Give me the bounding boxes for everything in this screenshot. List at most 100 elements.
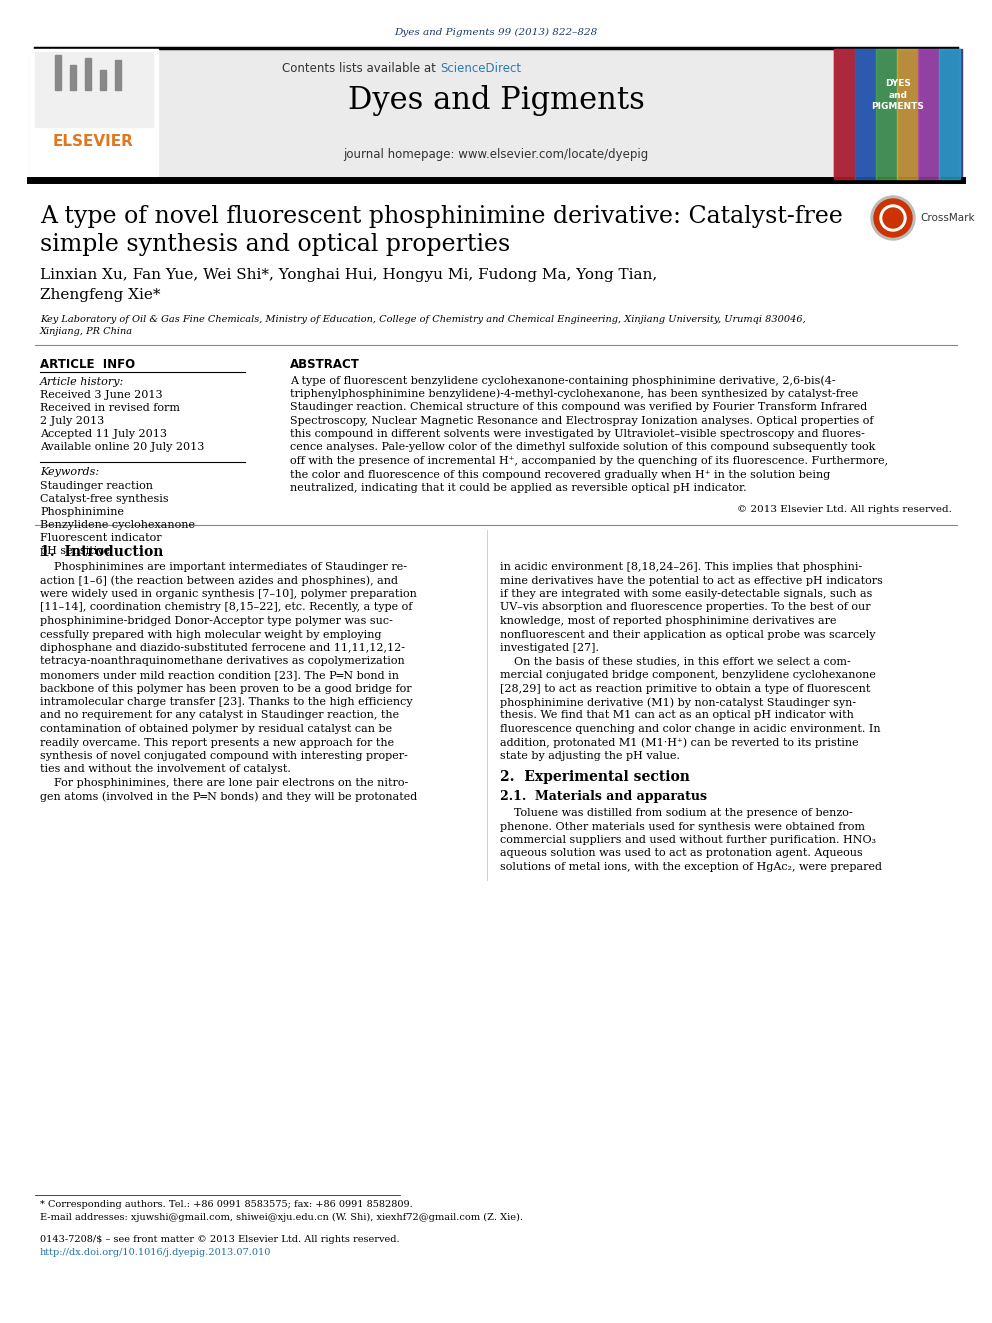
Text: commercial suppliers and used without further purification. HNO₃: commercial suppliers and used without fu…: [500, 835, 876, 845]
Bar: [30, 49, 962, 179]
Text: E-mail addresses: xjuwshi@gmail.com, shiwei@xju.edu.cn (W. Shi), xiexhf72@gmail.: E-mail addresses: xjuwshi@gmail.com, shi…: [40, 1213, 523, 1222]
Text: fluorescence quenching and color change in acidic environment. In: fluorescence quenching and color change …: [500, 724, 881, 734]
Text: solutions of metal ions, with the exception of HgAc₂, were prepared: solutions of metal ions, with the except…: [500, 863, 882, 872]
Text: 2.1.  Materials and apparatus: 2.1. Materials and apparatus: [500, 790, 707, 803]
Text: DYES
and
PIGMENTS: DYES and PIGMENTS: [872, 78, 925, 111]
Text: 2 July 2013: 2 July 2013: [40, 415, 104, 426]
Text: 0143-7208/$ – see front matter © 2013 Elsevier Ltd. All rights reserved.: 0143-7208/$ – see front matter © 2013 El…: [40, 1234, 400, 1244]
Bar: [35, 52, 153, 127]
Circle shape: [883, 208, 903, 228]
Text: Available online 20 July 2013: Available online 20 July 2013: [40, 442, 204, 452]
Text: phenone. Other materials used for synthesis were obtained from: phenone. Other materials used for synthe…: [500, 822, 865, 831]
Text: knowledge, most of reported phosphinimine derivatives are: knowledge, most of reported phosphinimin…: [500, 617, 836, 626]
Text: readily overcame. This report presents a new approach for the: readily overcame. This report presents a…: [40, 737, 394, 747]
Bar: [876, 49, 897, 179]
Text: © 2013 Elsevier Ltd. All rights reserved.: © 2013 Elsevier Ltd. All rights reserved…: [737, 505, 952, 515]
Text: UV–vis absorption and fluorescence properties. To the best of our: UV–vis absorption and fluorescence prope…: [500, 602, 871, 613]
Text: tetracya-noanthraquinomethane derivatives as copolymerization: tetracya-noanthraquinomethane derivative…: [40, 656, 405, 667]
Circle shape: [874, 198, 912, 237]
Text: the color and fluorescence of this compound recovered gradually when H⁺ in the s: the color and fluorescence of this compo…: [290, 470, 830, 479]
Text: Spectroscopy, Nuclear Magnetic Resonance and Electrospray Ionization analyses. O: Spectroscopy, Nuclear Magnetic Resonance…: [290, 415, 874, 426]
Text: off with the presence of incremental H⁺, accompanied by the quenching of its flu: off with the presence of incremental H⁺,…: [290, 456, 888, 466]
Text: Article history:: Article history:: [40, 377, 124, 388]
Text: mercial conjugated bridge component, benzylidene cyclohexanone: mercial conjugated bridge component, ben…: [500, 669, 876, 680]
Text: and no requirement for any catalyst in Staudinger reaction, the: and no requirement for any catalyst in S…: [40, 710, 399, 721]
Text: phosphinimine derivative (M1) by non-catalyst Staudinger syn-: phosphinimine derivative (M1) by non-cat…: [500, 697, 856, 708]
Bar: [855, 49, 876, 179]
Text: Phosphinimine: Phosphinimine: [40, 507, 124, 517]
Bar: [918, 49, 939, 179]
Text: cessfully prepared with high molecular weight by employing: cessfully prepared with high molecular w…: [40, 630, 382, 639]
Bar: [834, 49, 855, 179]
Text: this compound in different solvents were investigated by Ultraviolet–visible spe: this compound in different solvents were…: [290, 429, 865, 439]
Text: Fluorescent indicator: Fluorescent indicator: [40, 533, 162, 542]
Text: Staudinger reaction: Staudinger reaction: [40, 482, 153, 491]
Text: Linxian Xu, Fan Yue, Wei Shi*, Yonghai Hui, Hongyu Mi, Fudong Ma, Yong Tian,: Linxian Xu, Fan Yue, Wei Shi*, Yonghai H…: [40, 269, 658, 282]
Text: Benzylidene cyclohexanone: Benzylidene cyclohexanone: [40, 520, 195, 531]
Text: cence analyses. Pale-yellow color of the dimethyl sulfoxide solution of this com: cence analyses. Pale-yellow color of the…: [290, 442, 875, 452]
Text: journal homepage: www.elsevier.com/locate/dyepig: journal homepage: www.elsevier.com/locat…: [343, 148, 649, 161]
Text: Dyes and Pigments: Dyes and Pigments: [347, 85, 645, 116]
Text: Received in revised form: Received in revised form: [40, 404, 180, 413]
Text: investigated [27].: investigated [27].: [500, 643, 599, 654]
Bar: [897, 49, 918, 179]
Text: A type of fluorescent benzylidene cyclohexanone-containing phosphinimine derivat: A type of fluorescent benzylidene cycloh…: [290, 374, 835, 385]
Text: state by adjusting the pH value.: state by adjusting the pH value.: [500, 751, 680, 761]
Text: contamination of obtained polymer by residual catalyst can be: contamination of obtained polymer by res…: [40, 724, 392, 734]
Text: [28,29] to act as reaction primitive to obtain a type of fluorescent: [28,29] to act as reaction primitive to …: [500, 684, 870, 693]
Bar: [834, 49, 962, 179]
Bar: [85, 58, 91, 90]
Bar: [70, 65, 76, 90]
Bar: [55, 56, 61, 90]
Text: neutralized, indicating that it could be applied as reversible optical pH indica: neutralized, indicating that it could be…: [290, 483, 747, 493]
Text: simple synthesis and optical properties: simple synthesis and optical properties: [40, 233, 510, 255]
Text: synthesis of novel conjugated compound with interesting proper-: synthesis of novel conjugated compound w…: [40, 751, 408, 761]
Text: backbone of this polymer has been proven to be a good bridge for: backbone of this polymer has been proven…: [40, 684, 412, 693]
Text: [11–14], coordination chemistry [8,15–22], etc. Recently, a type of: [11–14], coordination chemistry [8,15–22…: [40, 602, 413, 613]
Text: nonfluorescent and their application as optical probe was scarcely: nonfluorescent and their application as …: [500, 630, 876, 639]
Text: Contents lists available at: Contents lists available at: [283, 62, 440, 75]
Text: Received 3 June 2013: Received 3 June 2013: [40, 390, 163, 400]
Text: A type of novel fluorescent phosphinimine derivative: Catalyst-free: A type of novel fluorescent phosphinimin…: [40, 205, 843, 228]
Text: ARTICLE  INFO: ARTICLE INFO: [40, 359, 135, 370]
Text: ties and without the involvement of catalyst.: ties and without the involvement of cata…: [40, 765, 291, 774]
Text: were widely used in organic synthesis [7–10], polymer preparation: were widely used in organic synthesis [7…: [40, 589, 417, 599]
Circle shape: [880, 205, 906, 232]
Text: action [1–6] (the reaction between azides and phosphines), and: action [1–6] (the reaction between azide…: [40, 576, 398, 586]
Text: gen atoms (involved in the P═N bonds) and they will be protonated: gen atoms (involved in the P═N bonds) an…: [40, 791, 418, 802]
Bar: [100, 70, 106, 90]
Text: aqueous solution was used to act as protonation agent. Aqueous: aqueous solution was used to act as prot…: [500, 848, 863, 859]
Text: For phosphinimines, there are lone pair electrons on the nitro-: For phosphinimines, there are lone pair …: [40, 778, 409, 789]
Text: Toluene was distilled from sodium at the presence of benzo-: Toluene was distilled from sodium at the…: [500, 808, 853, 818]
Text: mine derivatives have the potential to act as effective pH indicators: mine derivatives have the potential to a…: [500, 576, 883, 586]
Text: http://dx.doi.org/10.1016/j.dyepig.2013.07.010: http://dx.doi.org/10.1016/j.dyepig.2013.…: [40, 1248, 272, 1257]
Text: 2.  Experimental section: 2. Experimental section: [500, 770, 689, 785]
Text: Dyes and Pigments 99 (2013) 822–828: Dyes and Pigments 99 (2013) 822–828: [395, 28, 597, 37]
Text: if they are integrated with some easily-detectable signals, such as: if they are integrated with some easily-…: [500, 589, 872, 599]
Text: phosphinimine-bridged Donor-Acceptor type polymer was suc-: phosphinimine-bridged Donor-Acceptor typ…: [40, 617, 393, 626]
Text: CrossMark: CrossMark: [920, 213, 974, 224]
Text: Zhengfeng Xie*: Zhengfeng Xie*: [40, 288, 161, 302]
Text: ELSEVIER: ELSEVIER: [53, 134, 134, 149]
Text: Keywords:: Keywords:: [40, 467, 99, 478]
Text: Staudinger reaction. Chemical structure of this compound was verified by Fourier: Staudinger reaction. Chemical structure …: [290, 402, 867, 411]
Circle shape: [871, 196, 915, 239]
Text: Phosphinimines are important intermediates of Staudinger re-: Phosphinimines are important intermediat…: [40, 562, 407, 572]
Bar: [115, 60, 121, 90]
Text: pH sensitive: pH sensitive: [40, 546, 110, 556]
Text: Accepted 11 July 2013: Accepted 11 July 2013: [40, 429, 167, 439]
Text: ScienceDirect: ScienceDirect: [440, 62, 521, 75]
Text: intramolecular charge transfer [23]. Thanks to the high efficiency: intramolecular charge transfer [23]. Tha…: [40, 697, 413, 706]
Bar: [30, 49, 158, 179]
Bar: [939, 49, 960, 179]
Text: * Corresponding authors. Tel.: +86 0991 8583575; fax: +86 0991 8582809.: * Corresponding authors. Tel.: +86 0991 …: [40, 1200, 413, 1209]
Text: in acidic environment [8,18,24–26]. This implies that phosphini-: in acidic environment [8,18,24–26]. This…: [500, 562, 862, 572]
Text: On the basis of these studies, in this effort we select a com-: On the basis of these studies, in this e…: [500, 656, 851, 667]
Text: Key Laboratory of Oil & Gas Fine Chemicals, Ministry of Education, College of Ch: Key Laboratory of Oil & Gas Fine Chemica…: [40, 315, 806, 336]
Text: thesis. We find that M1 can act as an optical pH indicator with: thesis. We find that M1 can act as an op…: [500, 710, 854, 721]
Text: Catalyst-free synthesis: Catalyst-free synthesis: [40, 493, 169, 504]
Text: addition, protonated M1 (M1·H⁺) can be reverted to its pristine: addition, protonated M1 (M1·H⁺) can be r…: [500, 737, 859, 747]
Text: 1.  Introduction: 1. Introduction: [40, 545, 164, 560]
Text: monomers under mild reaction condition [23]. The P═N bond in: monomers under mild reaction condition […: [40, 669, 399, 680]
Text: triphenylphosphinimine benzylidene)-4-methyl-cyclohexanone, has been synthesized: triphenylphosphinimine benzylidene)-4-me…: [290, 389, 858, 400]
